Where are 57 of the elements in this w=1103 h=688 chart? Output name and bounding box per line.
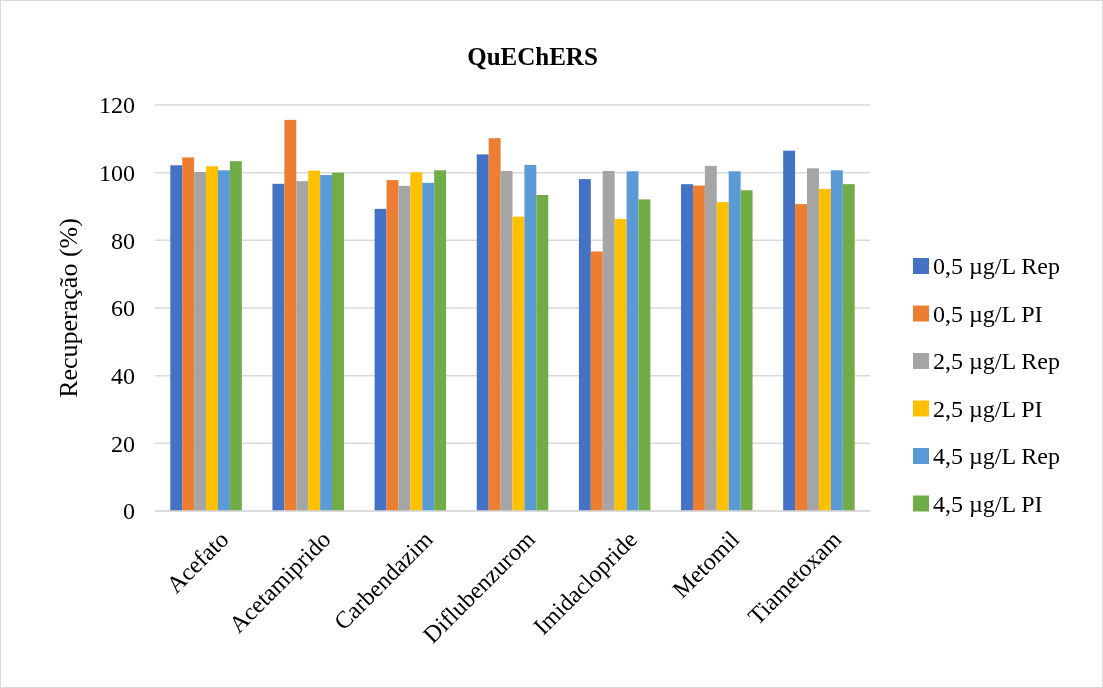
bar — [578, 179, 591, 511]
y-tick-label: 120 — [99, 92, 135, 119]
bar — [638, 199, 651, 511]
y-tick-label: 100 — [99, 160, 135, 187]
bar — [284, 119, 297, 511]
y-tick-label: 80 — [111, 227, 135, 254]
y-tick-label: 20 — [111, 430, 135, 457]
bar — [308, 170, 321, 511]
legend-label: 4,5 µg/L PI — [933, 490, 1043, 517]
bar — [410, 172, 423, 511]
bar — [434, 170, 447, 511]
bar — [194, 171, 207, 511]
chart-title: QuEChERS — [467, 43, 598, 70]
bar — [704, 165, 717, 511]
y-tick-label: 0 — [123, 498, 135, 525]
bar — [170, 165, 183, 511]
bar — [626, 171, 639, 511]
bar — [830, 170, 843, 511]
bar — [807, 168, 819, 511]
bar — [602, 170, 615, 511]
bar — [386, 180, 399, 511]
legend-label: 2,5 µg/L Rep — [933, 348, 1060, 375]
bar — [692, 185, 705, 511]
bar — [320, 175, 333, 511]
legend-label: 0,5 µg/L PI — [933, 300, 1043, 327]
bar — [488, 138, 501, 511]
y-axis-title: Recuperação (%) — [54, 218, 83, 398]
y-tick-label: 60 — [111, 295, 135, 322]
bar — [374, 208, 387, 511]
bar — [217, 170, 230, 511]
bar — [590, 251, 603, 511]
bar — [524, 164, 537, 511]
legend-label: 2,5 µg/L PI — [933, 395, 1043, 422]
y-tick-label: 40 — [111, 363, 135, 390]
bar — [681, 184, 693, 511]
bar — [795, 204, 808, 511]
legend-label: 4,5 µg/L Rep — [933, 443, 1060, 470]
bar — [272, 183, 285, 511]
bar — [500, 170, 513, 511]
bar — [332, 172, 344, 511]
bar — [422, 182, 435, 511]
bar — [818, 188, 831, 511]
legend-label: 0,5 µg/L Rep — [933, 253, 1060, 280]
bar — [740, 190, 753, 511]
bar — [229, 161, 242, 511]
bar — [206, 166, 218, 511]
bar — [614, 219, 627, 511]
bar — [398, 185, 411, 511]
bar — [783, 150, 796, 511]
bar — [296, 181, 309, 511]
bar — [536, 195, 549, 511]
bar — [842, 184, 855, 511]
bar — [512, 216, 525, 511]
bar — [728, 171, 741, 511]
bar — [476, 154, 489, 511]
bar — [716, 202, 729, 511]
bar — [182, 157, 195, 511]
